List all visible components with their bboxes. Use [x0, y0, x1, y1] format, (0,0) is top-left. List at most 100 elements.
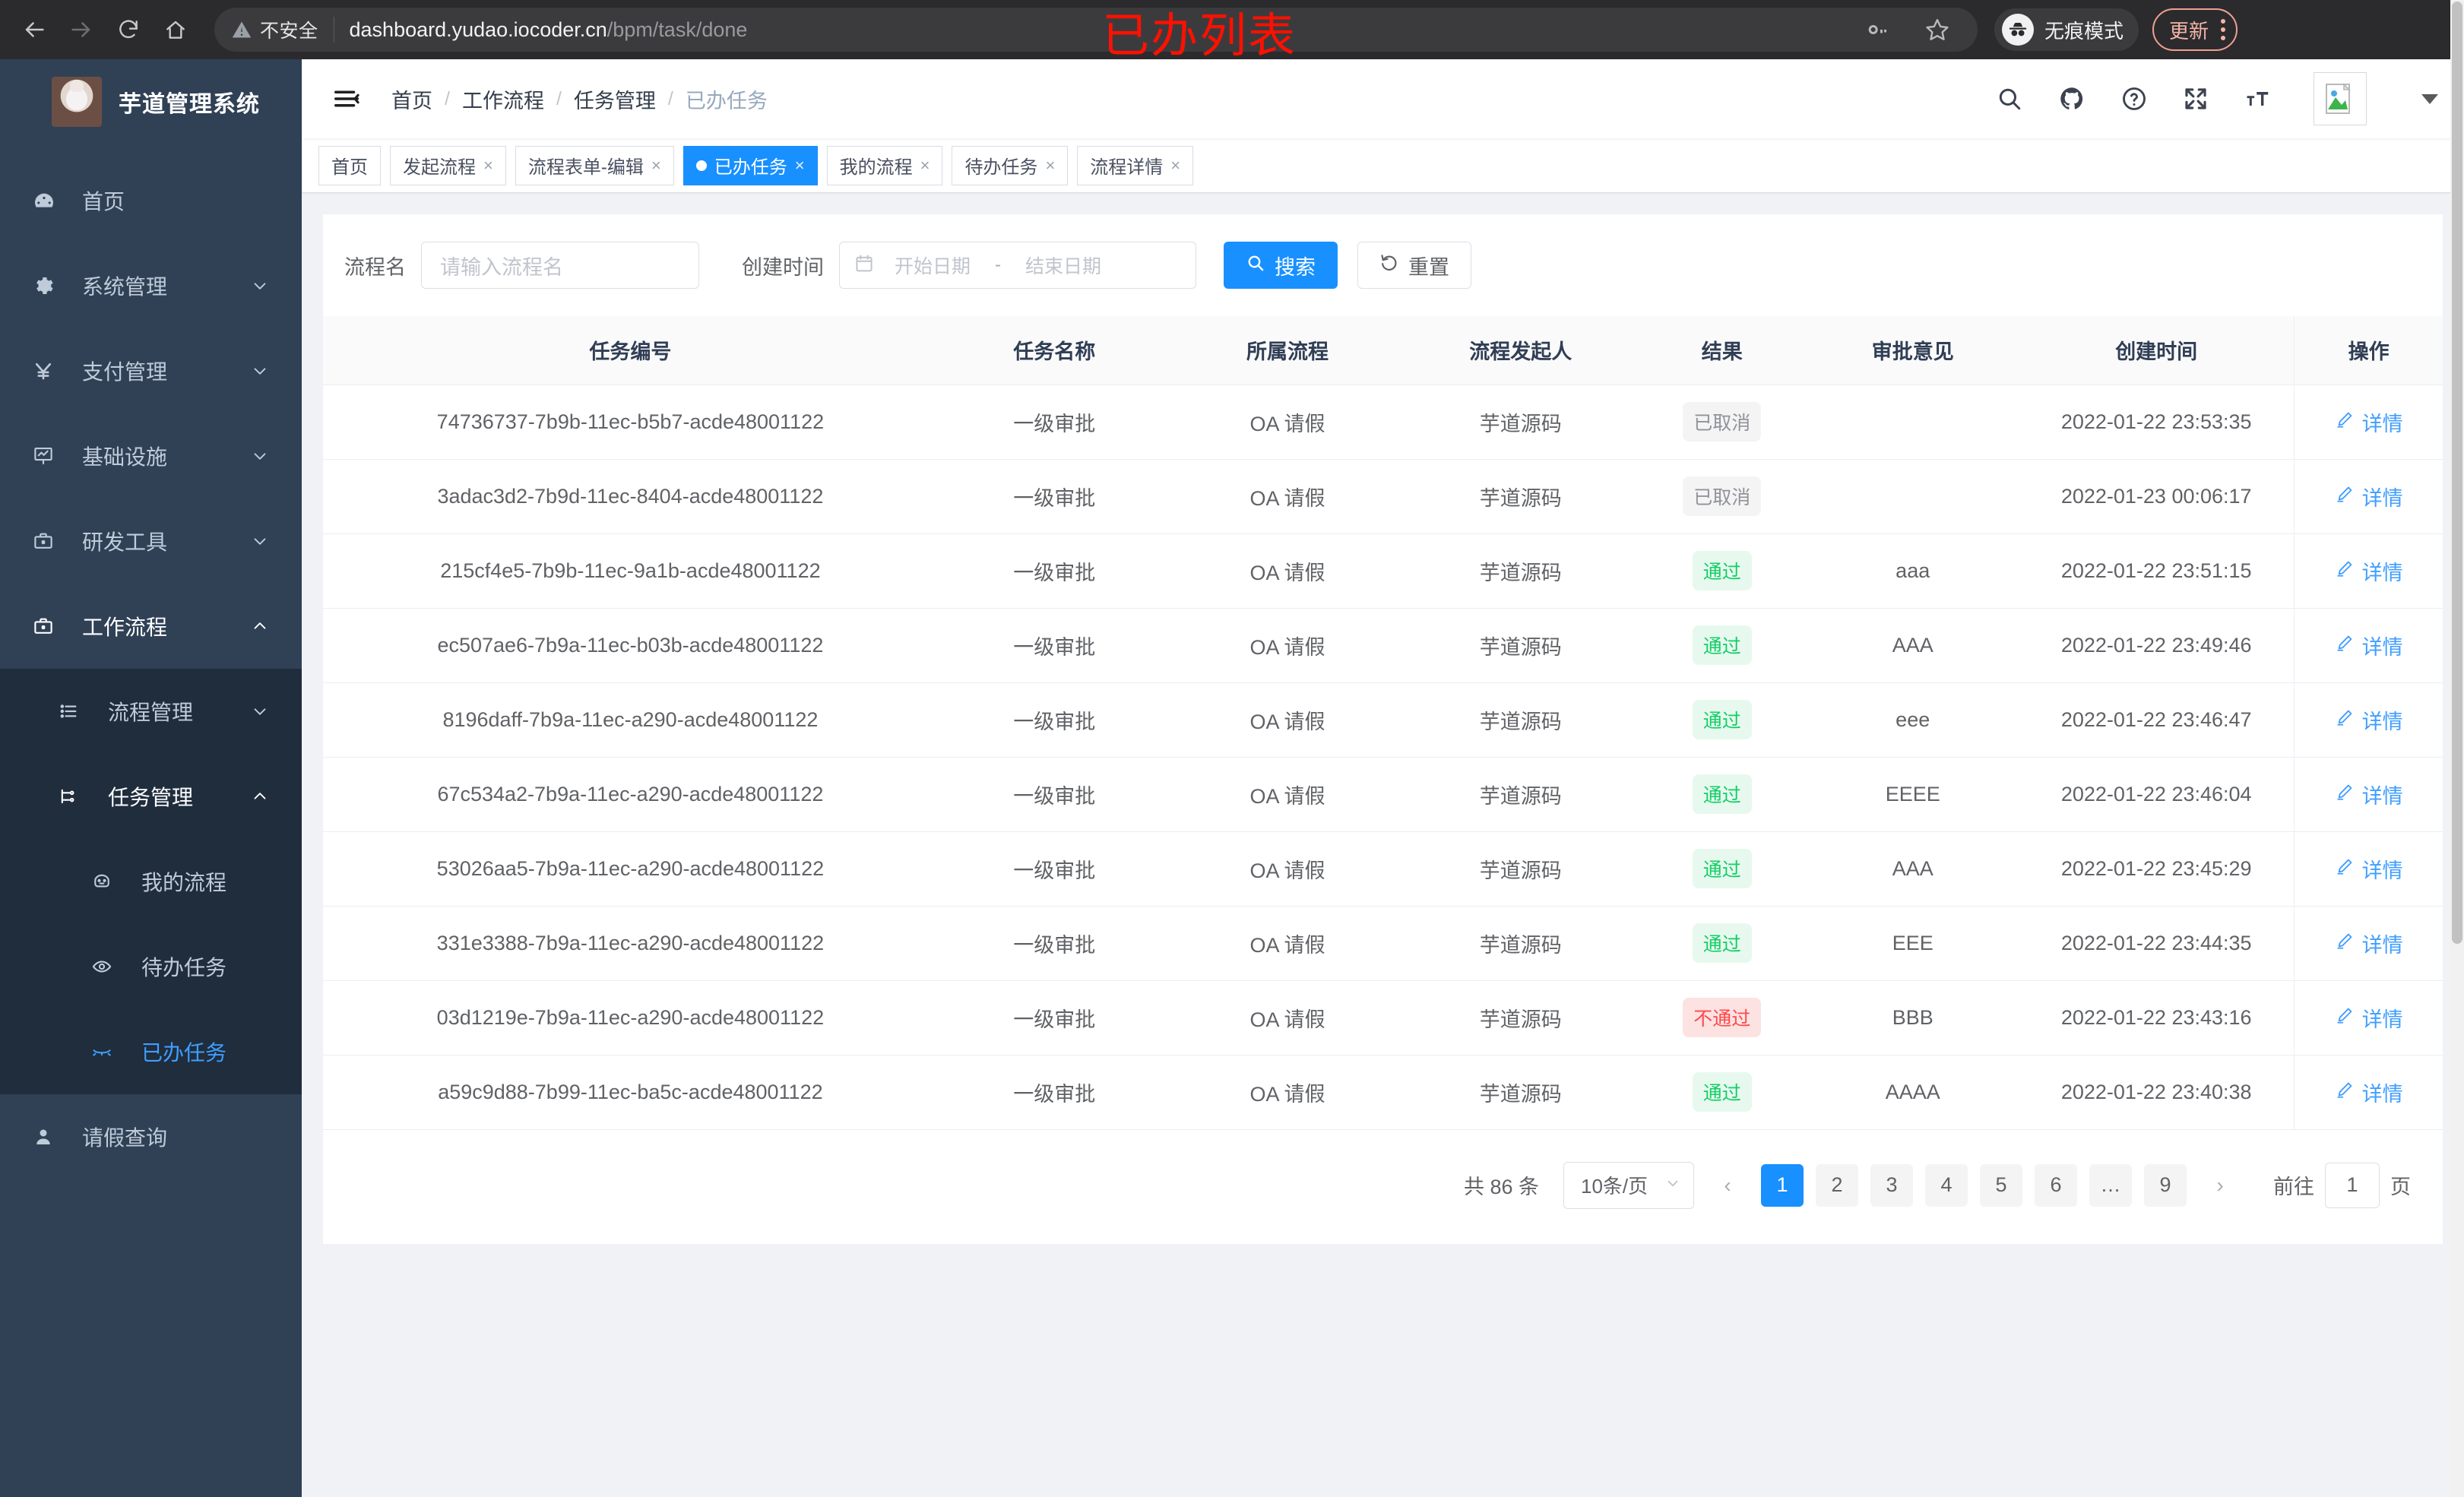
page-ellipsis[interactable]: … — [2089, 1163, 2132, 1207]
tag-todo-task[interactable]: 待办任务 × — [952, 145, 1069, 185]
sidebar-item-todo-task[interactable]: 待办任务 — [0, 924, 302, 1009]
address-bar[interactable]: 不安全 dashboard.yudao.iocoder.cn/bpm/task/… — [214, 8, 1978, 52]
insecure-warning-icon — [231, 19, 252, 40]
close-icon[interactable]: × — [920, 155, 930, 175]
end-date-input[interactable]: 结束日期 — [1025, 256, 1102, 277]
close-icon[interactable]: × — [483, 155, 493, 175]
breadcrumb-item-2[interactable]: 任务管理 — [573, 89, 656, 112]
hamburger-icon[interactable] — [329, 84, 364, 113]
search-icon[interactable] — [1996, 85, 2023, 112]
page-button-6[interactable]: 6 — [2035, 1163, 2077, 1207]
sidebar-label-done-task: 已办任务 — [141, 1041, 227, 1065]
sidebar-item-home[interactable]: 首页 — [0, 158, 302, 243]
chrome-menu-icon[interactable] — [2221, 19, 2226, 40]
tag-process-form-edit[interactable]: 流程表单-编辑 × — [515, 145, 674, 185]
sidebar-item-payment[interactable]: 支付管理 — [0, 328, 302, 413]
prev-page-button[interactable]: ‹ — [1724, 1173, 1731, 1197]
help-circle-icon[interactable] — [2120, 85, 2148, 112]
detail-link[interactable]: 详情 — [2335, 1003, 2403, 1033]
calendar-icon — [854, 253, 875, 278]
sidebar-brand[interactable]: 芋道管理系统 — [0, 59, 302, 144]
sidebar-item-leave-query[interactable]: 请假查询 — [0, 1094, 302, 1179]
incognito-indicator[interactable]: 无痕模式 — [1994, 8, 2139, 51]
cell-operation: 详情 — [2294, 682, 2443, 758]
range-separator: - — [995, 255, 1002, 275]
table-header: 任务编号 任务名称 所属流程 流程发起人 结果 审批意见 创建时间 操作 — [323, 316, 2443, 385]
search-button[interactable]: 搜索 — [1224, 242, 1338, 289]
detail-link[interactable]: 详情 — [2335, 705, 2403, 735]
page-button-5[interactable]: 5 — [1980, 1163, 2022, 1207]
detail-link[interactable]: 详情 — [2335, 407, 2403, 437]
cell-initiator: 芋道源码 — [1404, 608, 1638, 683]
page-button-3[interactable]: 3 — [1870, 1163, 1913, 1207]
tag-home[interactable]: 首页 — [318, 145, 381, 185]
edit-pencil-icon — [2335, 856, 2355, 881]
back-arrow-icon[interactable] — [11, 6, 58, 53]
password-key-icon[interactable] — [1865, 17, 1889, 42]
date-range-picker[interactable]: 开始日期 - 结束日期 — [839, 242, 1196, 289]
process-name-label: 流程名 — [344, 255, 406, 279]
close-icon[interactable]: × — [794, 155, 805, 175]
page-size-select[interactable]: 10条/页 — [1563, 1161, 1694, 1209]
page-scrollbar[interactable] — [2450, 0, 2464, 1497]
caret-down-icon[interactable] — [2421, 93, 2438, 104]
tag-my-process[interactable]: 我的流程 × — [826, 145, 943, 185]
reload-icon[interactable] — [105, 6, 152, 53]
cell-result: 已取消 — [1637, 385, 1807, 460]
start-date-input[interactable]: 开始日期 — [895, 256, 971, 277]
update-button[interactable]: 更新 — [2152, 8, 2238, 51]
page-button-1[interactable]: 1 — [1761, 1163, 1804, 1207]
detail-link[interactable]: 详情 — [2335, 1078, 2403, 1107]
detail-link[interactable]: 详情 — [2335, 854, 2403, 884]
detail-link[interactable]: 详情 — [2335, 482, 2403, 511]
page-button-9[interactable]: 9 — [2144, 1163, 2187, 1207]
sidebar-item-workflow[interactable]: 工作流程 — [0, 584, 302, 669]
forward-arrow-icon[interactable] — [58, 6, 105, 53]
jump-page-input[interactable]: 1 — [2325, 1162, 2380, 1208]
update-label: 更新 — [2169, 19, 2209, 43]
home-icon[interactable] — [152, 6, 199, 53]
edit-pencil-icon — [2335, 633, 2355, 658]
sidebar-item-task-management[interactable]: 任务管理 — [0, 754, 302, 839]
sidebar-item-system[interactable]: 系统管理 — [0, 243, 302, 328]
cell-operation: 详情 — [2294, 459, 2443, 534]
close-icon[interactable]: × — [1170, 155, 1181, 175]
list-icon — [58, 701, 91, 722]
cell-task-id: ec507ae6-7b9a-11ec-b03b-acde48001122 — [323, 608, 938, 683]
sidebar-label-infrastructure: 基础设施 — [82, 445, 168, 469]
page-button-2[interactable]: 2 — [1816, 1163, 1858, 1207]
briefcase-icon — [32, 615, 65, 638]
detail-link[interactable]: 详情 — [2335, 556, 2403, 586]
detail-link[interactable]: 详情 — [2335, 631, 2403, 660]
close-icon[interactable]: × — [651, 155, 661, 175]
breadcrumb-item-0[interactable]: 首页 — [391, 89, 432, 112]
bookmark-star-icon[interactable] — [1924, 17, 1950, 43]
sidebar-item-devtools[interactable]: 研发工具 — [0, 498, 302, 584]
tag-process-detail[interactable]: 流程详情 × — [1077, 145, 1194, 185]
main-area: 首页 / 工作流程 / 任务管理 / 已办任务 — [302, 59, 2464, 1497]
github-icon[interactable] — [2058, 85, 2086, 112]
reset-button[interactable]: 重置 — [1357, 242, 1471, 289]
sidebar-item-infrastructure[interactable]: 基础设施 — [0, 413, 302, 498]
tag-done-task[interactable]: 已办任务 × — [683, 145, 818, 185]
active-dot-icon — [695, 160, 707, 171]
scrollbar-thumb[interactable] — [2452, 2, 2462, 944]
page-button-4[interactable]: 4 — [1925, 1163, 1968, 1207]
breadcrumb-item-1[interactable]: 工作流程 — [461, 89, 544, 112]
table-row: 8196daff-7b9a-11ec-a290-acde48001122 一级审批… — [323, 682, 2443, 758]
detail-link[interactable]: 详情 — [2335, 929, 2403, 958]
next-page-button[interactable]: › — [2216, 1173, 2224, 1197]
fullscreen-icon[interactable] — [2183, 86, 2209, 112]
sidebar-item-done-task[interactable]: 已办任务 — [0, 1009, 302, 1094]
font-size-icon[interactable] — [2244, 85, 2271, 112]
cell-comment: BBB — [1807, 980, 2019, 1055]
sidebar-label-leave-query: 请假查询 — [82, 1126, 168, 1150]
sidebar-item-my-process[interactable]: 我的流程 — [0, 839, 302, 924]
close-icon[interactable]: × — [1045, 155, 1056, 175]
sidebar-item-process-management[interactable]: 流程管理 — [0, 669, 302, 754]
detail-link[interactable]: 详情 — [2335, 780, 2403, 809]
search-input[interactable]: 请输入流程名 — [421, 242, 699, 289]
cell-operation: 详情 — [2294, 980, 2443, 1055]
tag-start-process[interactable]: 发起流程 × — [390, 145, 506, 185]
avatar[interactable] — [2314, 72, 2367, 125]
